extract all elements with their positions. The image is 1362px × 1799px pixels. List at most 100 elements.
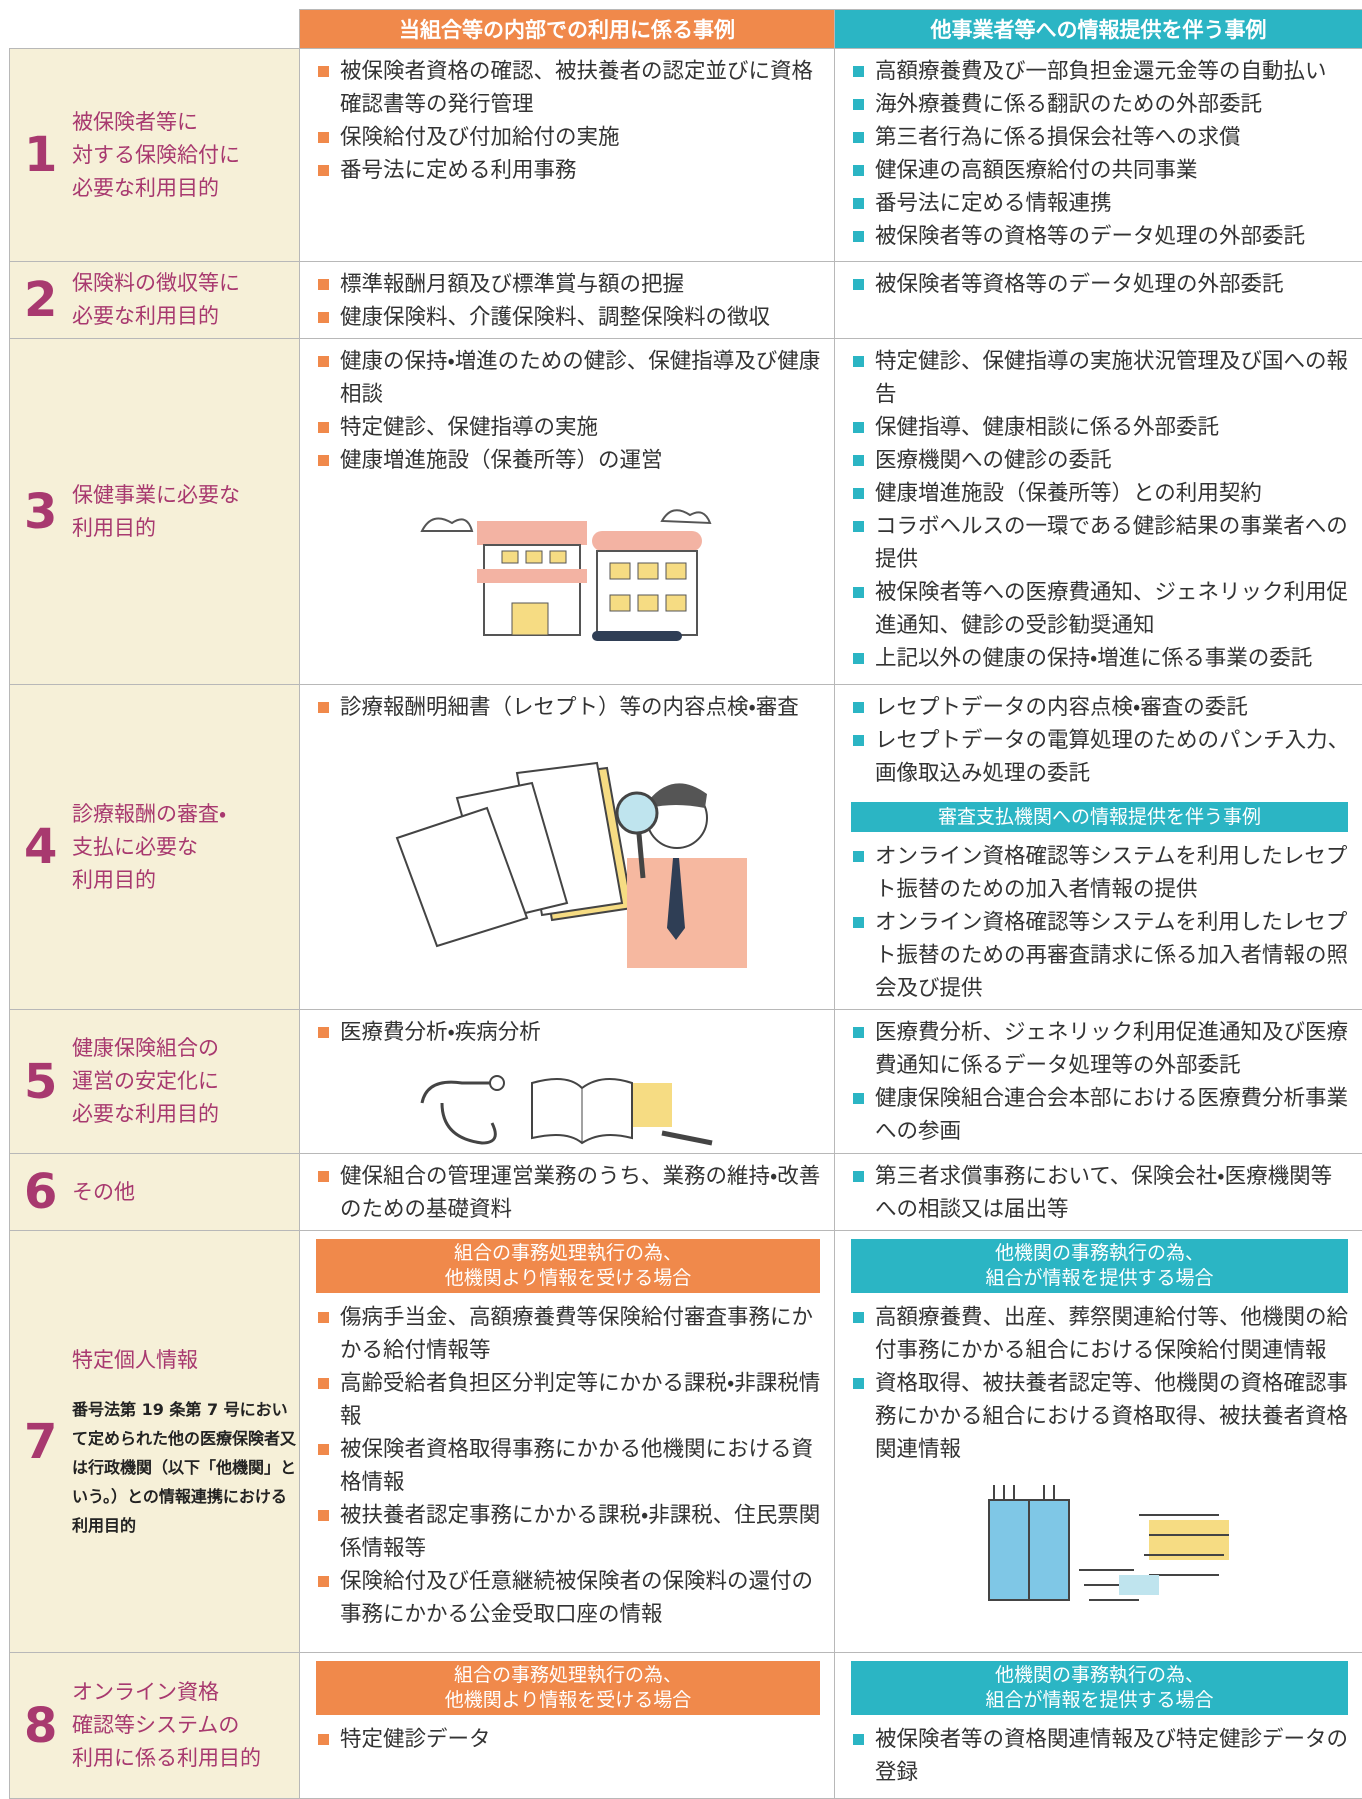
item: 健康保険料、介護保険料、調整保険料の徴収 — [316, 301, 824, 334]
item: 第三者行為に係る損保会社等への求償 — [851, 121, 1352, 154]
header-external: 他事業者等への情報提供を伴う事例 — [835, 10, 1362, 49]
item-list: 診療報酬明細書（レセプト）等の内容点検・審査 — [300, 685, 834, 728]
item: 健康増進施設（保養所等）の運営 — [316, 444, 824, 477]
internal-cell: 健保組合の管理運営業務のうち、業務の維持・改善のための基礎資料 — [300, 1154, 835, 1231]
row-number: 3 — [24, 484, 72, 540]
item: 傷病手当金、高額療養費等保険給付審査事務にかかる給付情報等 — [316, 1301, 824, 1367]
item-list: 医療費分析・疾病分析 — [300, 1010, 834, 1053]
row-label-text: 診療報酬の審査・支払に必要な利用目的 — [72, 798, 226, 897]
external-cell: 高額療養費及び一部負担金還元金等の自動払い海外療養費に係る翻訳のための外部委託第… — [835, 49, 1362, 262]
blank — [10, 10, 300, 49]
item-list: 健保組合の管理運営業務のうち、業務の維持・改善のための基礎資料 — [300, 1154, 834, 1230]
internal-cell: 組合の事務処理執行の為、他機関より情報を受ける場合特定健診データ — [300, 1653, 835, 1799]
label-line: 必要な利用目的 — [72, 1098, 219, 1131]
item: 健保連の高額医療給付の共同事業 — [851, 154, 1352, 187]
item-list: 傷病手当金、高額療養費等保険給付審査事務にかかる給付情報等高齢受給者負担区分判定… — [300, 1295, 834, 1635]
item-list: 標準報酬月額及び標準賞与額の把握健康保険料、介護保険料、調整保険料の徴収 — [300, 262, 834, 338]
label-line: 利用目的 — [72, 512, 240, 545]
item: 被保険者等への医療費通知、ジェネリック利用促進通知、健診の受診勧奨通知 — [851, 576, 1352, 642]
sub-heading: 組合の事務処理執行の為、他機関より情報を受ける場合 — [316, 1239, 820, 1293]
sub-heading: 他機関の事務執行の為、組合が情報を提供する場合 — [851, 1239, 1348, 1293]
item: 第三者求償事務において、保険会社・医療機関等への相談又は届出等 — [851, 1160, 1352, 1226]
item: 健保組合の管理運営業務のうち、業務の維持・改善のための基礎資料 — [316, 1160, 824, 1226]
row-number: 7 — [24, 1414, 72, 1470]
item: 健康保険組合連合会本部における医療費分析事業への参画 — [851, 1082, 1352, 1148]
item: 特定健診、保健指導の実施 — [316, 411, 824, 444]
item: 診療報酬明細書（レセプト）等の内容点検・審査 — [316, 691, 824, 724]
label-line: 運営の安定化に — [72, 1065, 219, 1098]
label-line: 対する保険給付に — [72, 139, 240, 172]
item-list: 第三者求償事務において、保険会社・医療機関等への相談又は届出等 — [835, 1154, 1362, 1230]
item: 特定健診、保健指導の実施状況管理及び国への報告 — [851, 345, 1352, 411]
internal-cell: 健康の保持・増進のための健診、保健指導及び健康相談特定健診、保健指導の実施健康増… — [300, 339, 835, 685]
item: レセプトデータの内容点検・審査の委託 — [851, 691, 1352, 724]
row-label-text: 被保険者等に対する保険給付に必要な利用目的 — [72, 106, 240, 205]
item: 医療機関への健診の委託 — [851, 444, 1352, 477]
row-label-text: 健康保険組合の運営の安定化に必要な利用目的 — [72, 1032, 219, 1131]
row-label-text: その他 — [72, 1176, 135, 1209]
illustration — [402, 491, 732, 641]
sub-heading-line: 組合が情報を提供する場合 — [851, 1266, 1348, 1291]
item: 上記以外の健康の保持・増進に係る事業の委託 — [851, 642, 1352, 675]
row-number: 8 — [24, 1698, 72, 1754]
label-line: 確認等システムの — [72, 1709, 261, 1742]
item: 保険給付及び付加給付の実施 — [316, 121, 824, 154]
item: 健康の保持・増進のための健診、保健指導及び健康相談 — [316, 345, 824, 411]
item: 医療費分析・疾病分析 — [316, 1016, 824, 1049]
row-number: 5 — [24, 1054, 72, 1110]
item-list: 被保険者資格の確認、被扶養者の認定並びに資格確認書等の発行管理保険給付及び付加給… — [300, 49, 834, 191]
item: 資格取得、被扶養者認定等、他機関の資格確認事務にかかる組合における資格取得、被扶… — [851, 1367, 1352, 1466]
item: 被保険者等の資格等のデータ処理の外部委託 — [851, 220, 1352, 253]
external-cell: 医療費分析、ジェネリック利用促進通知及び医療費通知に係るデータ処理等の外部委託健… — [835, 1010, 1362, 1154]
sub-heading: 審査支払機関への情報提供を伴う事例 — [851, 802, 1348, 832]
row-number: 1 — [24, 127, 72, 183]
sub-heading-line: 他機関より情報を受ける場合 — [316, 1688, 820, 1713]
row-label-text: オンライン資格確認等システムの利用に係る利用目的 — [72, 1676, 261, 1775]
item: 被保険者資格取得事務にかかる他機関における資格情報 — [316, 1433, 824, 1499]
external-cell: 被保険者等資格等のデータ処理の外部委託 — [835, 262, 1362, 339]
internal-cell: 組合の事務処理執行の為、他機関より情報を受ける場合傷病手当金、高額療養費等保険給… — [300, 1231, 835, 1653]
sub-heading-line: 組合の事務処理執行の為、 — [316, 1241, 820, 1266]
header-internal: 当組合等の内部での利用に係る事例 — [300, 10, 835, 49]
label-line: 診療報酬の審査・ — [72, 798, 226, 831]
label-line: 利用目的 — [72, 864, 226, 897]
row-number: 2 — [24, 272, 72, 328]
label-line: 被保険者等に — [72, 106, 240, 139]
row-number: 6 — [24, 1164, 72, 1220]
item-list: 被保険者等の資格関連情報及び特定健診データの登録 — [835, 1717, 1362, 1793]
item: 高額療養費、出産、葬祭関連給付等、他機関の給付事務にかかる組合における保険給付関… — [851, 1301, 1352, 1367]
label-line: 保健事業に必要な — [72, 479, 240, 512]
item: 被保険者等資格等のデータ処理の外部委託 — [851, 268, 1352, 301]
internal-cell: 診療報酬明細書（レセプト）等の内容点検・審査 — [300, 685, 835, 1010]
row-label-text: 保険料の徴収等に必要な利用目的 — [72, 267, 240, 333]
item: 標準報酬月額及び標準賞与額の把握 — [316, 268, 824, 301]
item: 保健指導、健康相談に係る外部委託 — [851, 411, 1352, 444]
item-list: 被保険者等資格等のデータ処理の外部委託 — [835, 262, 1362, 305]
item: レセプトデータの電算処理のためのパンチ入力、画像取込み処理の委託 — [851, 724, 1352, 790]
item-list: 特定健診データ — [300, 1717, 834, 1760]
item: 番号法に定める利用事務 — [316, 154, 824, 187]
item: 高額療養費及び一部負担金還元金等の自動払い — [851, 55, 1352, 88]
item: 高齢受給者負担区分判定等にかかる課税・非課税情報 — [316, 1367, 824, 1433]
label-line: 利用に係る利用目的 — [72, 1742, 261, 1775]
sub-heading-line: 他機関の事務執行の為、 — [851, 1663, 1348, 1688]
item-list: 医療費分析、ジェネリック利用促進通知及び医療費通知に係るデータ処理等の外部委託健… — [835, 1010, 1362, 1152]
